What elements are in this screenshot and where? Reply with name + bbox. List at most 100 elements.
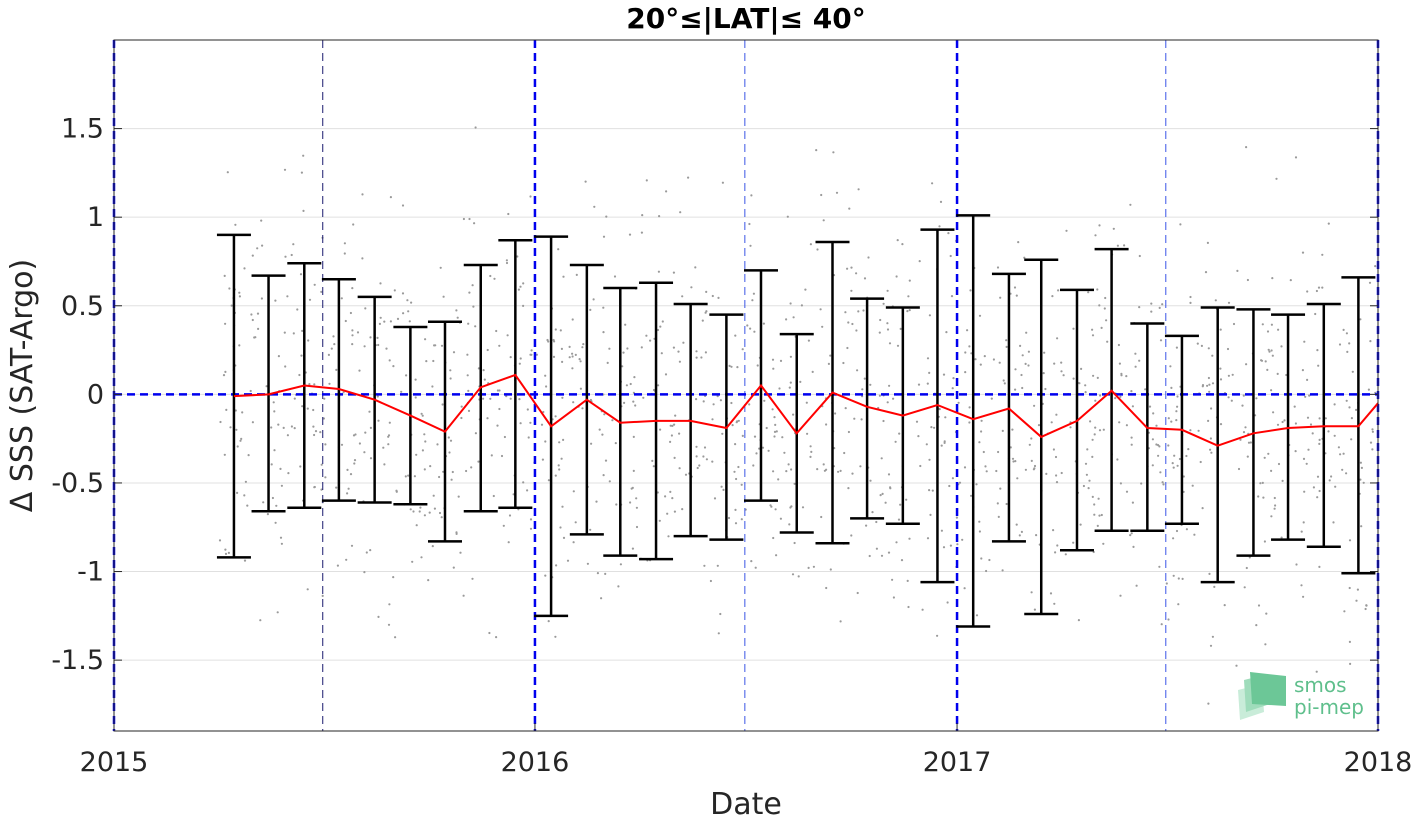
scatter-point <box>1091 334 1095 337</box>
scatter-point <box>997 450 1000 454</box>
scatter-point <box>1094 426 1097 429</box>
scatter-point <box>462 594 465 597</box>
scatter-point <box>754 566 757 569</box>
scatter-point <box>424 338 427 341</box>
scatter-point <box>751 299 754 302</box>
scatter-point <box>896 239 899 242</box>
scatter-point <box>1092 374 1095 377</box>
scatter-point <box>1189 429 1192 432</box>
scatter-point <box>809 445 812 448</box>
scatter-point <box>1211 382 1215 385</box>
scatter-point <box>772 470 775 473</box>
scatter-point <box>323 397 326 400</box>
scatter-point <box>467 322 470 325</box>
scatter-point <box>862 309 865 312</box>
scatter-point <box>1020 530 1024 534</box>
scatter-point <box>1033 404 1036 407</box>
scatter-point <box>321 594 324 598</box>
scatter-point <box>878 331 881 334</box>
scatter-point <box>955 516 959 519</box>
scatter-point <box>1185 528 1188 531</box>
scatter-point <box>1208 572 1211 576</box>
scatter-point <box>1173 454 1176 457</box>
scatter-point <box>640 346 643 349</box>
scatter-point <box>280 484 283 487</box>
scatter-point <box>1100 513 1103 517</box>
scatter-point <box>353 459 357 462</box>
scatter-point <box>861 388 864 391</box>
scatter-point <box>968 345 971 348</box>
scatter-point <box>1135 584 1138 587</box>
y-axis-ticks: 1.5 1 0.5 0 -0.5 -1 -1.5 <box>51 114 1378 676</box>
scatter-point <box>966 329 969 332</box>
scatter-point <box>631 547 635 550</box>
scatter-point <box>886 401 889 404</box>
scatter-point <box>554 635 557 638</box>
scatter-point <box>1245 363 1248 366</box>
scatter-point <box>517 288 521 291</box>
scatter-point <box>871 510 874 514</box>
scatter-point <box>772 536 775 540</box>
scatter-point <box>1099 394 1102 397</box>
scatter-point <box>1302 457 1306 460</box>
scatter-point <box>1086 448 1089 451</box>
scatter-point <box>581 346 584 349</box>
scatter-point <box>1317 364 1320 367</box>
scatter-point <box>1348 586 1351 590</box>
scatter-point <box>462 217 465 221</box>
scatter-point <box>1060 361 1063 364</box>
scatter-point <box>942 373 946 376</box>
scatter-point <box>433 507 436 510</box>
scatter-point <box>855 329 858 332</box>
scatter-point <box>1270 349 1273 352</box>
scatter-point <box>300 171 303 174</box>
scatter-point <box>1102 428 1105 431</box>
scatter-point <box>1210 451 1213 454</box>
scatter-point <box>908 309 911 312</box>
scatter-point <box>1316 475 1320 478</box>
scatter-point <box>1011 457 1015 460</box>
scatter-point <box>695 398 698 401</box>
scatter-point <box>379 282 382 285</box>
scatter-point <box>474 126 477 129</box>
scatter-point <box>752 464 755 467</box>
scatter-point <box>1170 420 1173 423</box>
scatter-point <box>230 304 233 307</box>
scatter-point <box>773 416 776 419</box>
scatter-point <box>875 520 878 524</box>
scatter-point <box>1321 253 1324 256</box>
scatter-point <box>656 328 660 332</box>
scatter-point <box>336 564 339 567</box>
scatter-point <box>456 316 459 319</box>
scatter-point <box>1167 417 1170 420</box>
scatter-point <box>1072 541 1075 544</box>
scatter-point <box>1219 423 1223 426</box>
scatter-point <box>547 479 551 482</box>
scatter-point <box>1355 408 1358 411</box>
scatter-point <box>1245 566 1248 570</box>
scatter-point <box>363 571 366 574</box>
scatter-point <box>1302 595 1305 598</box>
scatter-point <box>807 566 810 570</box>
scatter-point <box>857 310 860 313</box>
scatter-point <box>850 266 853 269</box>
scatter-point <box>978 441 981 444</box>
scatter-point <box>1345 472 1348 475</box>
scatter-point <box>313 383 316 386</box>
scatter-point <box>1096 376 1099 379</box>
scatter-point <box>1239 438 1242 441</box>
scatter-point <box>1116 458 1119 461</box>
scatter-point <box>503 435 506 439</box>
scatter-point <box>1093 503 1096 506</box>
scatter-point <box>276 611 279 614</box>
scatter-point <box>1028 443 1031 446</box>
scatter-point <box>844 407 847 410</box>
scatter-point <box>349 311 352 315</box>
scatter-point <box>915 420 919 423</box>
scatter-point <box>1144 388 1147 391</box>
scatter-point <box>695 356 698 359</box>
scatter-point <box>1207 347 1210 350</box>
scatter-point <box>695 445 698 448</box>
scatter-point <box>554 415 557 418</box>
scatter-point <box>1277 328 1280 331</box>
